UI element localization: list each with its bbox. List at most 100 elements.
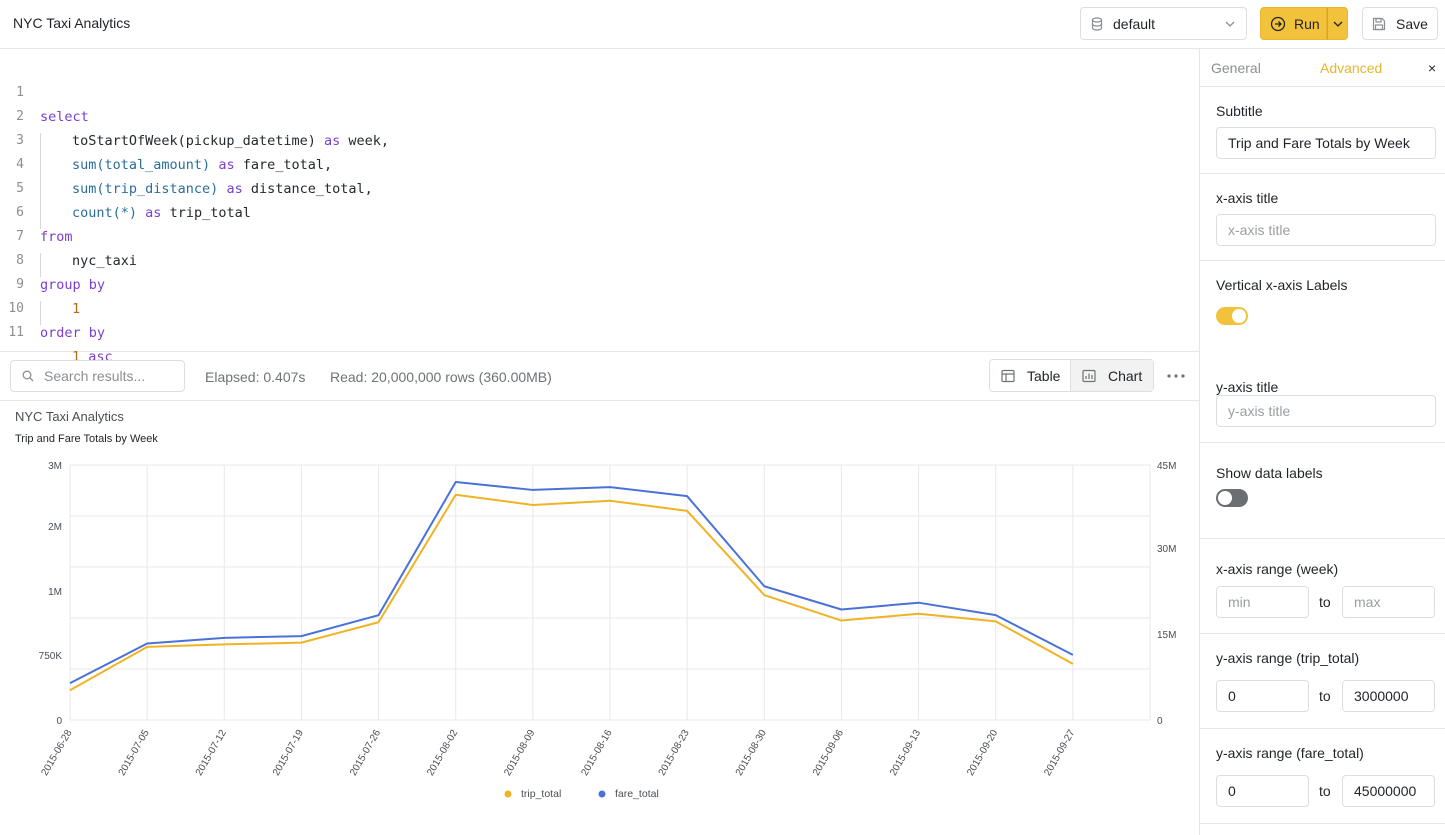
chart-settings-panel: General Advanced × Subtitle x-axis title… [1199,49,1445,835]
function-call: count(*) [72,205,138,221]
chart-view-button[interactable]: Chart [1071,360,1153,391]
keyword: select [40,109,89,125]
xaxis-title-label: x-axis title [1216,190,1279,206]
code-line: 4 sum(trip_distance) as distance_total, [0,129,1199,197]
results-toolbar: Elapsed: 0.407s Read: 20,000,000 rows (3… [0,352,1199,401]
save-button[interactable]: Save [1362,7,1438,40]
indent-guide [40,205,41,229]
line-number: 1 [16,85,24,100]
function-call: sum(total_amount) [72,157,211,173]
tab-advanced[interactable]: Advanced [1320,60,1383,76]
code-line: 7 nyc_taxi [0,201,1199,269]
yaxis-range-trip-section: y-axis range (trip_total) to [1200,634,1445,729]
x-axis-tick-label: 2015-09-06 [811,728,846,778]
y-axis-left-tick-label: 1M [48,587,62,598]
rows-read: Read: 20,000,000 rows (360.00MB) [330,369,552,385]
vertical-labels-toggle[interactable] [1216,307,1248,325]
sql-editor[interactable]: 1 select 2 toStartOfWeek(pickup_datetime… [0,49,1199,365]
code-line: 9 1 [0,249,1199,317]
yaxis-range-fare-min[interactable] [1216,775,1309,807]
run-button[interactable]: Run [1260,7,1327,40]
keyword: as [145,205,162,221]
data-labels-section: Show data labels [1200,443,1445,539]
table-name: nyc_taxi [72,253,138,269]
xaxis-range-min[interactable] [1216,586,1309,618]
x-axis-tick-label: 2015-08-23 [657,728,692,778]
x-axis-tick-label: 2015-07-05 [117,728,152,778]
subtitle-label: Subtitle [1216,103,1263,119]
x-axis-tick-label: 2015-09-13 [888,728,923,778]
alias: trip_total [169,205,251,221]
indent-guide [40,133,41,229]
close-icon[interactable]: × [1428,60,1437,76]
search-box[interactable] [10,360,185,392]
x-axis-tick-label: 2015-08-16 [579,728,614,778]
yaxis-range-fare-max[interactable] [1342,775,1435,807]
table-view-label: Table [1027,367,1061,384]
x-axis-tick-label: 2015-09-27 [1042,728,1077,778]
yaxis-range-fare-section: y-axis range (fare_total) to [1200,729,1445,824]
data-labels-toggle[interactable] [1216,489,1248,507]
line-number: 8 [16,253,24,268]
legend-marker-fare_total [598,790,606,798]
series-line-trip_total [69,493,1074,692]
database-icon [1091,16,1103,31]
code-line: 6 from [0,177,1199,245]
alias: week, [348,133,390,149]
x-axis-tick-label: 2015-08-09 [502,728,537,778]
subtitle-input[interactable] [1216,127,1436,159]
number-literal: 1 [72,301,81,317]
line-number: 10 [8,301,24,316]
vertical-labels-label: Vertical x-axis Labels [1216,277,1348,293]
yaxis-title-input[interactable] [1216,395,1436,427]
line-number: 3 [16,133,24,148]
chart-icon [1082,369,1096,382]
search-icon [22,370,34,382]
code-line: 5 count(*) as trip_total [0,153,1199,221]
data-labels-label: Show data labels [1216,465,1323,481]
chart-title: NYC Taxi Analytics [15,409,124,424]
alias: fare_total, [242,157,333,173]
line-number: 9 [16,277,24,292]
code-line: 2 toStartOfWeek(pickup_datetime) as week… [0,81,1199,149]
code-line: 3 sum(total_amount) as fare_total, [0,105,1199,173]
xaxis-title-section: x-axis title [1200,174,1445,261]
run-dropdown-button[interactable] [1327,7,1348,40]
settings-tabs: General Advanced × [1200,49,1445,87]
series-line-fare_total [69,481,1074,685]
xaxis-range-max[interactable] [1342,586,1435,618]
range-to-label: to [1319,688,1331,704]
legend-marker-trip_total [504,790,512,798]
database-select[interactable]: default [1080,7,1247,40]
chevron-down-icon [1225,21,1235,27]
xaxis-title-input[interactable] [1216,214,1436,246]
x-axis-tick-label: 2015-07-26 [348,728,383,778]
code-line: 8 group by [0,225,1199,293]
more-options-icon[interactable] [1165,368,1187,384]
number-literal: 1 [72,349,81,365]
chart-subtitle: Trip and Fare Totals by Week [15,433,158,445]
x-axis-tick-label: 2015-08-30 [734,728,769,778]
line-number: 5 [16,181,24,196]
x-axis-tick-label: 2015-06-28 [39,728,74,778]
alias: distance_total, [250,181,373,197]
tab-general[interactable]: General [1211,60,1261,76]
x-axis-tick-label: 2015-08-02 [425,728,460,778]
function-call: toStartOfWeek(pickup_datetime) [72,133,316,149]
app-title: NYC Taxi Analytics [13,15,131,31]
y-axis-left-tick-label: 3M [48,461,62,472]
subtitle-section: Subtitle [1200,87,1445,174]
yaxis-range-trip-min[interactable] [1216,680,1309,712]
save-label: Save [1396,15,1428,32]
x-axis-tick-label: 2015-09-20 [965,728,1000,778]
indent-guide [40,301,41,325]
elapsed-time: Elapsed: 0.407s [205,369,306,385]
top-bar: NYC Taxi Analytics default Run Save [0,0,1445,49]
indent-guide [40,253,41,277]
table-view-button[interactable]: Table [990,360,1071,391]
search-input[interactable] [44,368,174,384]
yaxis-range-trip-max[interactable] [1342,680,1435,712]
y-axis-right-tick-label: 0 [1157,716,1163,727]
run-label: Run [1294,15,1320,32]
